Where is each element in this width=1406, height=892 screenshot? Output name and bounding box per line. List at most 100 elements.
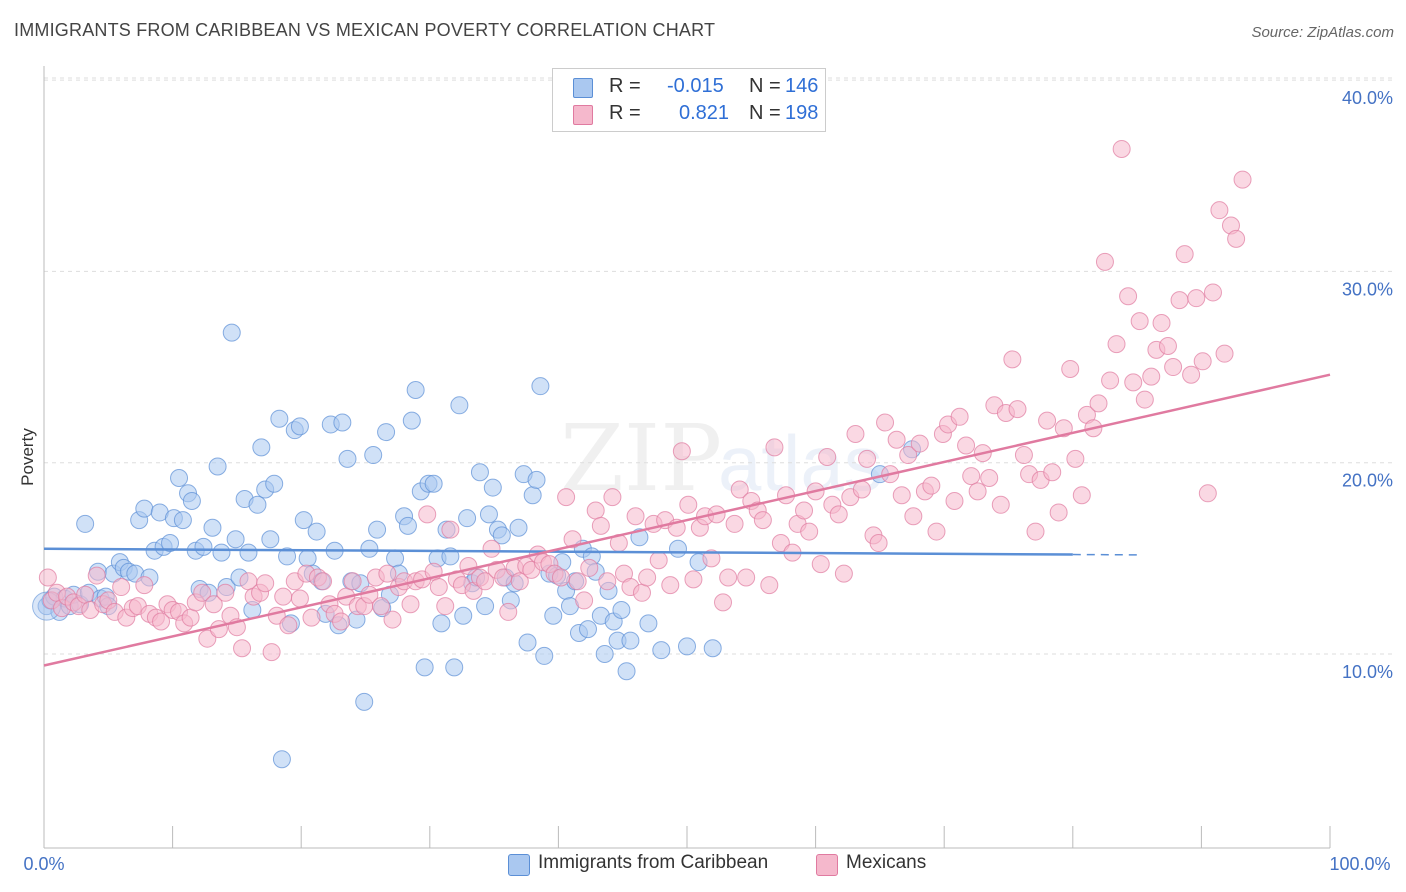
data-point bbox=[962, 467, 981, 486]
data-point bbox=[252, 438, 271, 457]
data-point bbox=[261, 530, 280, 549]
x-ticks: 0.0% 100.0% bbox=[23, 854, 1390, 874]
data-point bbox=[1066, 449, 1085, 468]
data-point bbox=[298, 549, 317, 568]
data-point bbox=[829, 505, 848, 524]
data-point bbox=[278, 547, 297, 566]
data-point bbox=[436, 597, 455, 616]
legend-swatch-caribbean bbox=[573, 78, 593, 98]
data-point bbox=[476, 572, 495, 591]
data-point bbox=[181, 608, 200, 627]
data-point bbox=[1054, 419, 1073, 438]
data-point bbox=[483, 478, 502, 497]
data-point bbox=[302, 608, 321, 627]
data-point bbox=[578, 620, 597, 639]
data-point bbox=[294, 511, 313, 530]
data-point bbox=[1215, 344, 1234, 363]
data-point bbox=[904, 507, 923, 526]
legend-r-value: 0.821 bbox=[679, 102, 730, 124]
data-point bbox=[1187, 289, 1206, 308]
source-note: Source: ZipAtlas.com bbox=[1251, 24, 1394, 41]
data-point bbox=[518, 633, 537, 652]
data-point bbox=[170, 469, 189, 488]
data-point bbox=[795, 501, 814, 520]
data-point bbox=[441, 520, 460, 539]
data-point bbox=[678, 637, 696, 656]
data-point bbox=[208, 457, 227, 476]
data-point bbox=[1210, 201, 1229, 220]
data-point bbox=[765, 438, 784, 457]
data-point bbox=[152, 612, 171, 631]
data-point bbox=[1038, 411, 1057, 430]
data-point bbox=[639, 614, 658, 633]
data-point bbox=[290, 417, 309, 436]
data-point bbox=[212, 543, 231, 562]
data-point bbox=[233, 639, 252, 658]
data-point bbox=[76, 585, 95, 604]
correlation-legend: R = -0.015 N = 146 R = 0.821 N = 198 bbox=[552, 68, 826, 132]
data-point bbox=[262, 643, 281, 662]
data-point bbox=[364, 446, 383, 465]
data-point bbox=[1101, 371, 1120, 390]
data-point bbox=[612, 601, 631, 620]
data-point bbox=[415, 658, 434, 677]
data-point bbox=[591, 516, 610, 535]
data-point bbox=[87, 566, 106, 585]
data-point bbox=[892, 486, 911, 505]
data-point bbox=[479, 505, 498, 524]
data-point bbox=[290, 589, 309, 608]
data-point bbox=[557, 488, 576, 507]
data-point bbox=[470, 463, 489, 482]
data-point bbox=[957, 436, 976, 455]
data-point bbox=[182, 491, 201, 510]
data-point bbox=[737, 568, 756, 587]
data-point bbox=[927, 522, 946, 541]
data-point bbox=[38, 568, 57, 587]
data-point bbox=[272, 750, 291, 769]
data-point bbox=[226, 530, 245, 549]
data-point bbox=[450, 396, 469, 415]
data-point bbox=[527, 470, 546, 489]
data-point bbox=[429, 578, 448, 597]
data-point bbox=[991, 495, 1010, 514]
y-ticks: 10.0% 20.0% 30.0% 40.0% bbox=[1342, 88, 1393, 682]
data-point bbox=[800, 522, 819, 541]
data-point bbox=[371, 597, 390, 616]
data-point bbox=[360, 539, 379, 558]
data-point bbox=[386, 549, 405, 568]
data-point bbox=[418, 505, 437, 524]
data-point bbox=[626, 507, 645, 526]
data-point bbox=[858, 449, 877, 468]
data-point bbox=[568, 572, 587, 591]
data-point bbox=[194, 537, 213, 556]
data-point bbox=[239, 543, 258, 562]
data-point bbox=[1142, 367, 1161, 386]
data-point bbox=[638, 568, 657, 587]
data-point bbox=[343, 572, 362, 591]
data-point bbox=[510, 572, 529, 591]
data-point bbox=[544, 606, 563, 625]
data-point bbox=[402, 411, 421, 430]
data-point bbox=[575, 591, 594, 610]
data-point bbox=[753, 511, 772, 530]
data-point bbox=[1193, 352, 1212, 371]
data-point bbox=[509, 518, 528, 537]
y-tick-label: 40.0% bbox=[1342, 88, 1393, 108]
data-point bbox=[216, 583, 235, 602]
data-point bbox=[1182, 365, 1201, 384]
legend-n-label: N = bbox=[749, 102, 781, 124]
data-point bbox=[209, 620, 228, 639]
data-point bbox=[771, 534, 790, 553]
data-point bbox=[406, 381, 425, 400]
data-point bbox=[603, 488, 622, 507]
data-point bbox=[811, 555, 830, 574]
data-point bbox=[968, 482, 987, 501]
data-point bbox=[1043, 463, 1062, 482]
data-point bbox=[950, 407, 969, 426]
data-point bbox=[535, 646, 554, 665]
data-point bbox=[1107, 335, 1126, 354]
axes bbox=[43, 66, 1331, 849]
data-point bbox=[1112, 139, 1131, 158]
data-point bbox=[482, 539, 501, 558]
